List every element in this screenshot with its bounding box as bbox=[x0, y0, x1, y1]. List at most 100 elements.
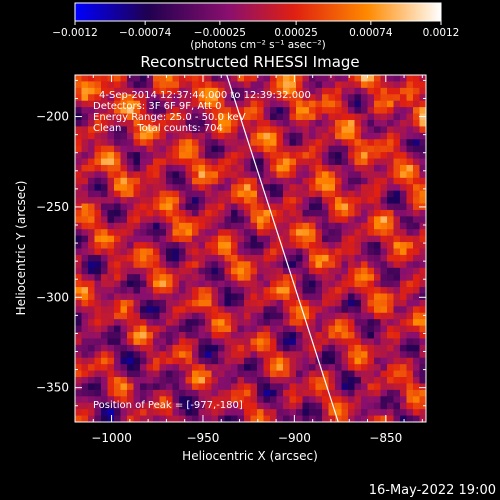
heatmap-cell bbox=[88, 299, 95, 307]
heatmap-cell bbox=[237, 344, 245, 352]
heatmap-cell bbox=[127, 325, 134, 333]
heatmap-cell bbox=[172, 344, 180, 352]
heatmap-cell bbox=[75, 370, 82, 378]
heatmap-cell bbox=[237, 107, 245, 114]
heatmap-cell bbox=[237, 203, 245, 211]
heatmap-cell bbox=[140, 332, 147, 339]
heatmap-cell bbox=[328, 415, 336, 422]
heatmap-cell bbox=[257, 119, 264, 127]
heatmap-cell bbox=[315, 119, 323, 127]
heatmap-cell bbox=[263, 306, 271, 314]
heatmap-cell bbox=[114, 280, 121, 288]
heatmap-cell bbox=[114, 132, 121, 140]
heatmap-cell bbox=[101, 306, 108, 314]
heatmap-cell bbox=[387, 280, 394, 288]
heatmap-cell bbox=[348, 113, 355, 121]
heatmap-cell bbox=[107, 332, 115, 339]
heatmap-cell bbox=[237, 319, 245, 327]
heatmap-cell bbox=[127, 100, 134, 108]
heatmap-cell bbox=[101, 364, 108, 371]
heatmap-cell bbox=[81, 248, 89, 256]
heatmap-cell bbox=[348, 293, 355, 301]
heatmap-cell bbox=[289, 216, 297, 224]
heatmap-cell bbox=[289, 209, 297, 217]
heatmap-cell bbox=[211, 306, 219, 314]
heatmap-cell bbox=[341, 113, 349, 121]
heatmap-cell bbox=[341, 235, 349, 243]
heatmap-cell bbox=[140, 312, 147, 320]
heatmap-cell bbox=[140, 113, 147, 121]
heatmap-cell bbox=[166, 409, 173, 416]
heatmap-cell bbox=[276, 113, 284, 121]
x-tick-label: −900 bbox=[278, 431, 311, 445]
heatmap-cell bbox=[276, 409, 284, 416]
heatmap-cell bbox=[374, 145, 381, 153]
heatmap-cell bbox=[263, 377, 271, 384]
heatmap-cell bbox=[270, 357, 277, 365]
heatmap-cell bbox=[283, 344, 290, 352]
heatmap-cell bbox=[140, 338, 147, 346]
heatmap-cell bbox=[205, 293, 212, 301]
heatmap-cell bbox=[146, 177, 154, 185]
heatmap-cell bbox=[205, 344, 212, 352]
heatmap-cell bbox=[101, 171, 108, 179]
heatmap-cell bbox=[166, 216, 173, 224]
heatmap-cell bbox=[88, 248, 95, 256]
heatmap-cell bbox=[374, 235, 381, 243]
heatmap-cell bbox=[302, 254, 310, 262]
heatmap-cell bbox=[406, 152, 414, 159]
heatmap-cell bbox=[263, 357, 271, 365]
heatmap-cell bbox=[192, 107, 199, 114]
heatmap-cell bbox=[101, 357, 108, 365]
heatmap-cell bbox=[328, 338, 336, 346]
heatmap-cell bbox=[380, 132, 388, 140]
heatmap-cell bbox=[315, 158, 323, 166]
heatmap-cell bbox=[120, 370, 128, 378]
heatmap-cell bbox=[172, 216, 180, 224]
heatmap-cell bbox=[354, 184, 362, 192]
heatmap-cell bbox=[419, 357, 426, 365]
heatmap-cell bbox=[101, 209, 108, 217]
heatmap-cell bbox=[185, 338, 193, 346]
heatmap-cell bbox=[283, 274, 290, 282]
heatmap-cell bbox=[120, 293, 128, 301]
heatmap-cell bbox=[354, 248, 362, 256]
heatmap-cell bbox=[250, 280, 258, 288]
heatmap-cell bbox=[114, 293, 121, 301]
heatmap-cell bbox=[198, 229, 206, 237]
heatmap-cell bbox=[166, 87, 173, 95]
heatmap-cell bbox=[328, 139, 336, 147]
heatmap-cell bbox=[387, 338, 394, 346]
heatmap-cell bbox=[250, 325, 258, 333]
heatmap-cell bbox=[94, 171, 102, 179]
heatmap-cell bbox=[309, 332, 316, 339]
heatmap-cell bbox=[127, 293, 134, 301]
heatmap-cell bbox=[250, 332, 258, 339]
heatmap-cell bbox=[244, 81, 251, 89]
heatmap-cell bbox=[166, 100, 173, 108]
heatmap-cell bbox=[153, 299, 160, 307]
heatmap-cell bbox=[354, 145, 362, 153]
heatmap-cell bbox=[120, 267, 128, 275]
heatmap-cell bbox=[367, 235, 375, 243]
heatmap-cell bbox=[309, 94, 316, 102]
heatmap-cell bbox=[231, 415, 238, 422]
heatmap-cell bbox=[231, 190, 238, 198]
heatmap-cell bbox=[387, 152, 394, 159]
heatmap-cell bbox=[302, 145, 310, 153]
heatmap-cell bbox=[88, 152, 95, 159]
heatmap-cell bbox=[133, 229, 141, 237]
heatmap-cell bbox=[114, 203, 121, 211]
heatmap-cell bbox=[367, 184, 375, 192]
heatmap-cell bbox=[107, 293, 115, 301]
heatmap-cell bbox=[153, 396, 160, 404]
heatmap-cell bbox=[263, 370, 271, 378]
heatmap-cell bbox=[276, 139, 284, 147]
heatmap-cell bbox=[101, 280, 108, 288]
heatmap-cell bbox=[231, 312, 238, 320]
heatmap-cell bbox=[94, 338, 102, 346]
heatmap-cell bbox=[276, 126, 284, 134]
heatmap-cell bbox=[185, 389, 193, 397]
heatmap-cell bbox=[88, 409, 95, 416]
heatmap-cell bbox=[205, 132, 212, 140]
